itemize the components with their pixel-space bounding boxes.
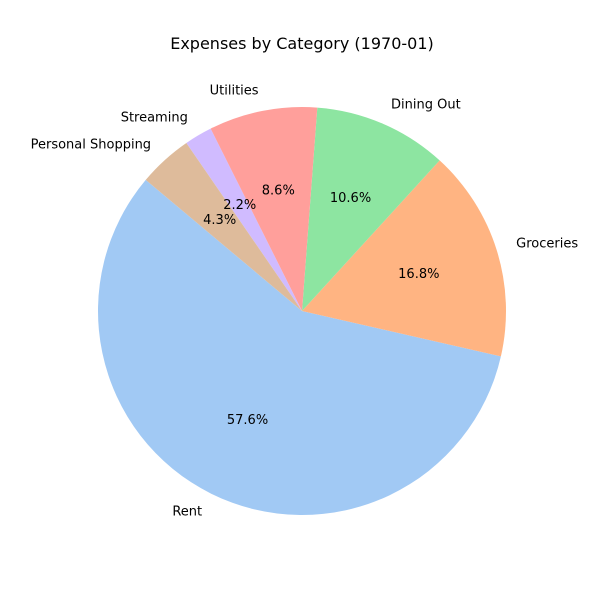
slice-percent-groceries: 16.8% — [398, 267, 439, 282]
chart-title: Expenses by Category (1970-01) — [170, 34, 434, 53]
slice-label-groceries: Groceries — [516, 237, 578, 252]
pie-slice-streaming — [186, 128, 302, 311]
pie-slice-dining-out — [302, 107, 440, 312]
pie-slice-personal-shopping — [145, 142, 302, 311]
pie-slice-utilities — [210, 107, 318, 311]
pie-slices — [98, 107, 506, 515]
slice-percent-rent: 57.6% — [227, 413, 268, 428]
pie-slice-rent — [98, 179, 501, 515]
slice-percent-utilities: 8.6% — [262, 183, 295, 198]
slice-label-utilities: Utilities — [210, 83, 259, 98]
slice-percent-streaming: 2.2% — [223, 198, 256, 213]
pie-labels: Rent 57.6% Groceries 16.8% Dining Out 10.6% Ut… — [31, 83, 579, 519]
slice-percent-dining-out: 10.6% — [330, 191, 371, 206]
pie-slice-groceries — [302, 160, 506, 357]
slice-label-rent: Rent — [172, 504, 202, 519]
slice-label-dining-out: Dining Out — [391, 98, 461, 113]
slice-label-streaming: Streaming — [121, 110, 188, 125]
slice-percent-personal-shopping: 4.3% — [203, 213, 236, 228]
slice-label-personal-shopping: Personal Shopping — [31, 137, 151, 152]
